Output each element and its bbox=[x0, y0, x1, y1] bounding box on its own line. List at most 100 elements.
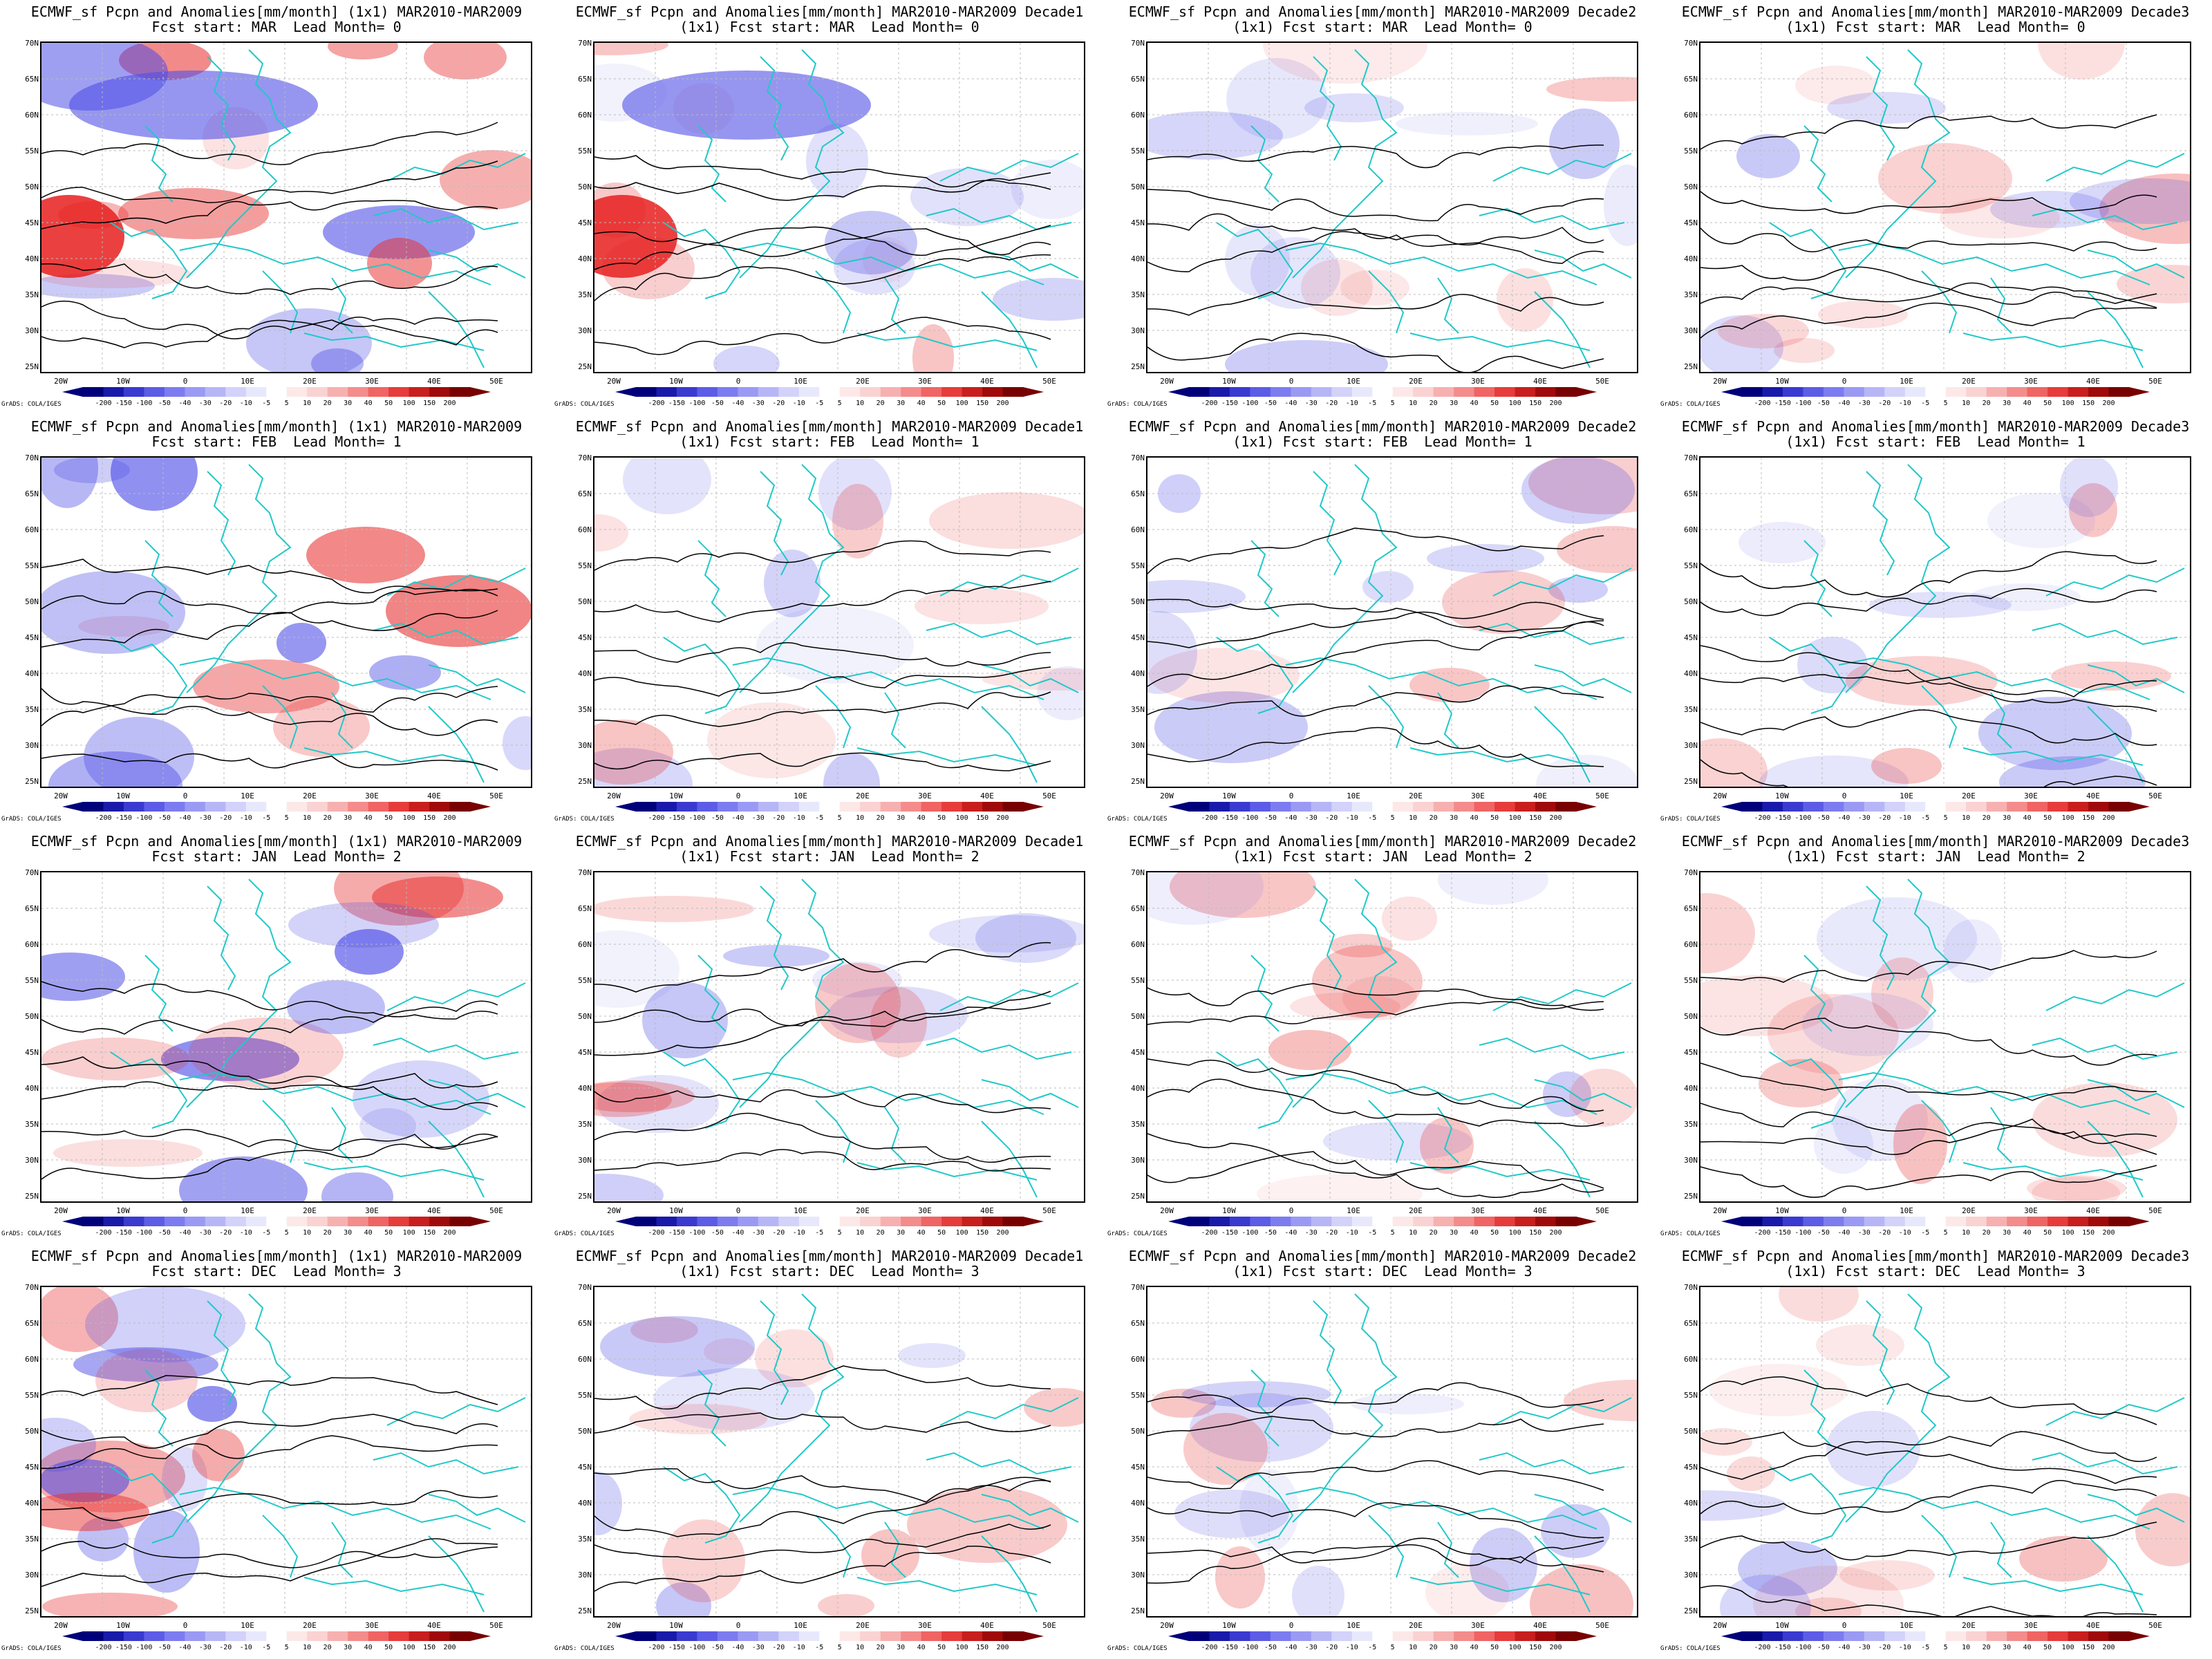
panel-title-line1: ECMWF_sf Pcpn and Anomalies[mm/month] MA… bbox=[1681, 1248, 2190, 1264]
lat-tick-label: 40N bbox=[25, 1084, 39, 1093]
lat-tick-label: 60N bbox=[1131, 1355, 1145, 1364]
colorbar-tick-label: 50 bbox=[384, 1229, 393, 1237]
lon-tick-label: 10W bbox=[669, 377, 683, 386]
coastline bbox=[207, 471, 236, 576]
coastline bbox=[428, 1494, 526, 1523]
coastline bbox=[1534, 1535, 1591, 1613]
contour-line bbox=[41, 301, 498, 346]
colorbar-tick-label: 40 bbox=[917, 400, 926, 407]
coastline bbox=[2032, 1452, 2178, 1475]
lon-tick-label: 10E bbox=[794, 377, 807, 386]
colorbar-swatch bbox=[1002, 802, 1024, 812]
lon-tick-label: 0 bbox=[735, 377, 741, 386]
lat-tick-label: 25N bbox=[1684, 777, 1698, 786]
colorbar-tick-label: 150 bbox=[1529, 400, 1542, 407]
positive-anomaly-area bbox=[41, 1492, 149, 1531]
negative-anomaly-area bbox=[1700, 315, 1783, 372]
map-frame bbox=[1146, 871, 1638, 1203]
coastline bbox=[2087, 1079, 2185, 1108]
panel-title-line1: ECMWF_sf Pcpn and Anomalies[mm/month] MA… bbox=[1128, 1248, 1637, 1264]
lon-tick-label: 0 bbox=[1841, 1206, 1847, 1215]
colorbar bbox=[615, 1217, 1044, 1226]
negative-anomaly-area bbox=[1987, 493, 2095, 548]
contour-line bbox=[1700, 645, 2157, 712]
lat-tick-label: 55N bbox=[1684, 1391, 1698, 1400]
contour-line bbox=[1147, 332, 1604, 372]
positive-anomaly-area bbox=[189, 1018, 344, 1088]
colorbar-tick-label: -200 bbox=[1754, 400, 1771, 407]
colorbar-tick-label: 5 bbox=[284, 1229, 289, 1237]
grads-credit: GrADS: COLA/IGES bbox=[1660, 1230, 1721, 1237]
contour-line bbox=[41, 263, 498, 295]
positive-anomaly-area bbox=[1382, 897, 1437, 941]
coastline bbox=[186, 464, 292, 693]
colorbar-tick-label: -20 bbox=[772, 400, 785, 407]
negative-anomaly-area bbox=[764, 550, 821, 617]
colorbar-swatch bbox=[164, 802, 185, 812]
lon-tick-label: 50E bbox=[1042, 1206, 1056, 1215]
lat-tick-label: 70N bbox=[578, 39, 592, 48]
negative-anomaly-area bbox=[1826, 1411, 1920, 1487]
positive-anomaly-area bbox=[1709, 1364, 1848, 1416]
colorbar-swatch bbox=[636, 1217, 657, 1226]
negative-anomaly-area bbox=[2060, 458, 2118, 517]
negative-anomaly-area bbox=[828, 986, 968, 1043]
colorbar-swatch bbox=[388, 1631, 410, 1641]
coastline bbox=[1803, 955, 1833, 1032]
lon-tick-label: 10W bbox=[1222, 1621, 1236, 1630]
lat-tick-label: 30N bbox=[1131, 741, 1145, 750]
colorbar-swatch bbox=[738, 1217, 759, 1226]
colorbar-tick-label: -10 bbox=[239, 400, 252, 407]
lon-tick-label: 0 bbox=[1288, 1206, 1294, 1215]
lat-tick-label: 35N bbox=[1131, 1535, 1145, 1544]
contour-line bbox=[594, 1477, 1051, 1537]
lon-tick-label: 0 bbox=[1841, 791, 1847, 800]
coastline bbox=[884, 1521, 906, 1578]
colorbar-swatch bbox=[307, 1631, 328, 1641]
map-frame bbox=[593, 41, 1085, 373]
coastline bbox=[1285, 1486, 1597, 1530]
colorbar-tick-label: -30 bbox=[1304, 400, 1318, 407]
positive-anomaly-area bbox=[1151, 1389, 1216, 1418]
coastline bbox=[697, 1369, 727, 1447]
colorbar-swatch bbox=[1229, 802, 1250, 812]
colorbar-tick-label: 150 bbox=[976, 1644, 989, 1651]
lat-tick-label: 50N bbox=[1131, 597, 1145, 606]
coastline bbox=[1492, 982, 1632, 1011]
anomaly-map bbox=[1147, 872, 1637, 1201]
lon-tick-label: 40E bbox=[2086, 377, 2100, 386]
lat-tick-label: 40N bbox=[25, 669, 39, 678]
colorbar-swatch bbox=[982, 1631, 1004, 1641]
coastline bbox=[331, 692, 353, 749]
coastline bbox=[1216, 222, 1294, 299]
colorbar-swatch bbox=[1413, 387, 1434, 397]
colorbar-tick-label: 30 bbox=[2003, 400, 2012, 407]
colorbar-swatch bbox=[1844, 1631, 1865, 1641]
grads-credit: GrADS: COLA/IGES bbox=[1660, 401, 1721, 408]
colorbar-swatch bbox=[205, 1217, 226, 1226]
contour-line bbox=[1700, 588, 2157, 617]
colorbar-tick-label: 20 bbox=[1982, 814, 1991, 822]
coastline bbox=[386, 982, 526, 1011]
colorbar-swatch bbox=[1966, 387, 1987, 397]
colorbar-tick-label: -200 bbox=[648, 814, 665, 822]
lat-tick-label: 35N bbox=[578, 705, 592, 714]
colorbar-swatch bbox=[245, 802, 267, 812]
colorbar-tick-label: 40 bbox=[1470, 814, 1479, 822]
map-panel: ECMWF_sf Pcpn and Anomalies[mm/month] MA… bbox=[1659, 415, 2212, 830]
coastline bbox=[2045, 982, 2185, 1011]
contour-line bbox=[1147, 1537, 1604, 1573]
contour-line bbox=[594, 691, 1051, 727]
colorbar-swatch bbox=[1535, 1217, 1557, 1226]
colorbar-tick-label: -40 bbox=[731, 814, 744, 822]
colorbar-tick-label: 20 bbox=[876, 400, 885, 407]
coastline bbox=[1285, 242, 1597, 285]
coastline bbox=[144, 540, 174, 617]
contour-line bbox=[1700, 1165, 2157, 1198]
colorbar-swatch bbox=[83, 1217, 104, 1226]
lat-tick-label: 30N bbox=[25, 326, 39, 335]
colorbar-swatch bbox=[123, 1631, 144, 1641]
contour-line bbox=[41, 1000, 498, 1035]
lon-tick-label: 20W bbox=[607, 1621, 621, 1630]
lat-tick-label: 65N bbox=[1131, 489, 1145, 498]
